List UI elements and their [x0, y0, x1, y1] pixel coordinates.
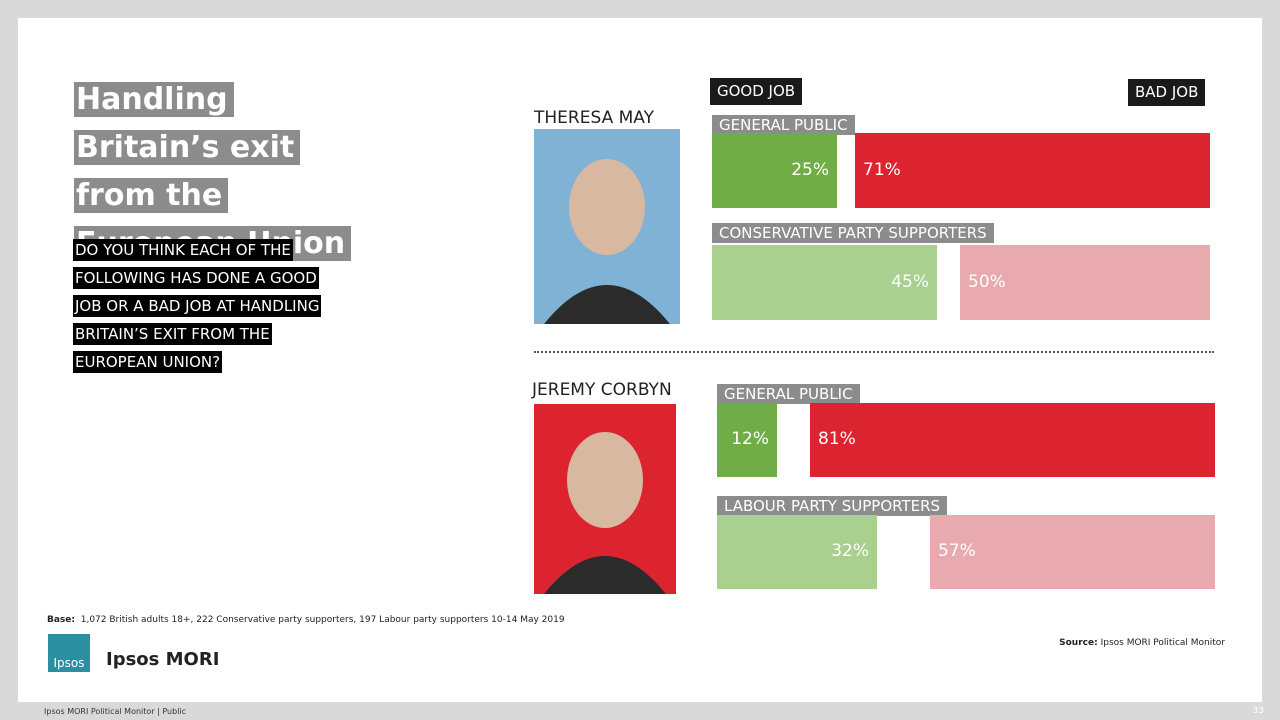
divider — [534, 351, 1214, 353]
value-label: 25% — [791, 159, 829, 180]
footer: Ipsos MORI Political Monitor | Public — [44, 707, 187, 716]
legend-bad: BAD JOB — [1128, 79, 1206, 106]
title-text: Handling Britain’s exit from the Europea… — [74, 82, 352, 261]
bar-bad — [960, 245, 1210, 320]
value-label: 81% — [818, 429, 856, 449]
photo — [534, 404, 676, 594]
value-label: 32% — [831, 541, 869, 561]
value-label: 50% — [968, 271, 1006, 292]
page-number: 33 — [1252, 706, 1264, 716]
value-label: 57% — [938, 541, 976, 561]
value-label: 12% — [731, 429, 769, 449]
slide: Handling Britain’s exit from the Europea… — [18, 18, 1262, 702]
panel-name: JEREMY CORBYN — [532, 380, 672, 400]
question: DO YOU THINK EACH OF THE FOLLOWING HAS D… — [73, 236, 345, 376]
portrait — [544, 159, 670, 324]
bar-good — [712, 133, 837, 208]
source-text: Ipsos MORI Political Monitor — [1100, 638, 1225, 648]
bar-good — [712, 245, 937, 320]
base-label: Base: — [47, 615, 75, 625]
group-label: CONSERVATIVE PARTY SUPPORTERS — [712, 223, 994, 243]
logo-text: Ipsos MORI — [106, 649, 220, 670]
source-note: Source: Ipsos MORI Political Monitor — [1059, 638, 1225, 648]
value-label: 45% — [891, 271, 929, 292]
bar-bad — [930, 515, 1215, 589]
panel-name: THERESA MAY — [534, 108, 654, 128]
bar-bad — [810, 403, 1215, 477]
value-label: 71% — [863, 159, 901, 180]
logo-badge: Ipsos — [48, 634, 90, 672]
group-label: GENERAL PUBLIC — [712, 115, 855, 135]
bar-bad — [855, 133, 1210, 208]
group-label: GENERAL PUBLIC — [717, 384, 860, 404]
base-note: Base: 1,072 British adults 18+, 222 Cons… — [47, 615, 565, 625]
question-text: DO YOU THINK EACH OF THE FOLLOWING HAS D… — [73, 239, 322, 373]
portrait — [544, 432, 666, 594]
bar-good — [717, 403, 777, 477]
group-label: LABOUR PARTY SUPPORTERS — [717, 496, 948, 516]
legend-good: GOOD JOB — [710, 78, 803, 105]
bar-good — [717, 515, 877, 589]
source-label: Source: — [1059, 638, 1098, 648]
base-text: 1,072 British adults 18+, 222 Conservati… — [80, 615, 565, 625]
photo — [534, 129, 680, 324]
